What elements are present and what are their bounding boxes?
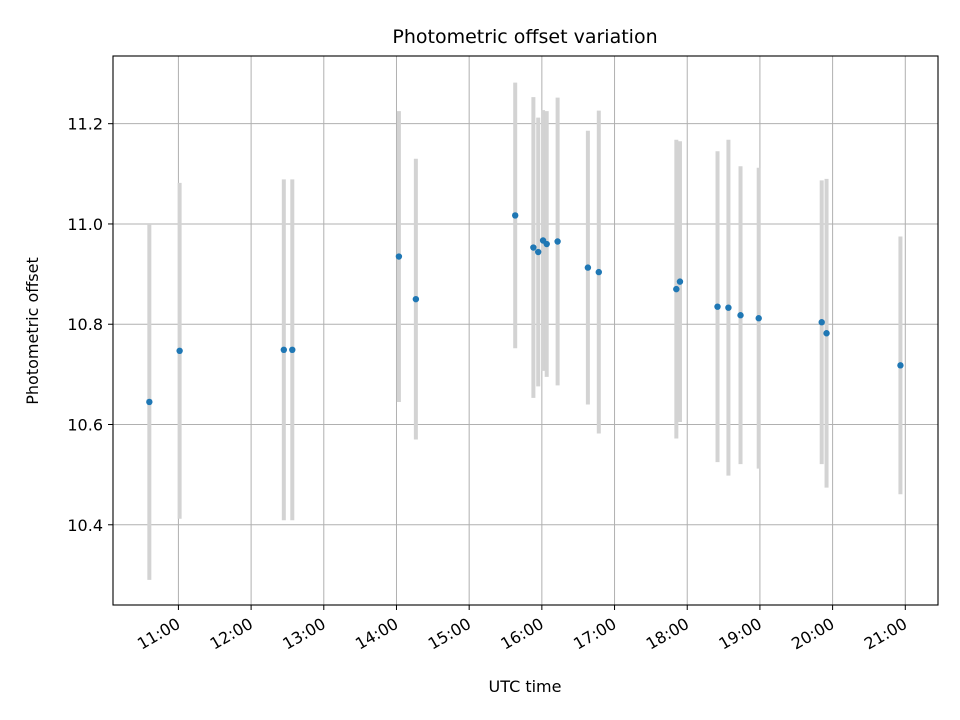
data-points (146, 212, 904, 406)
data-point (595, 268, 602, 276)
y-axis-ticks: 10.4 10.6 10.8 11.0 11.2 (67, 115, 113, 535)
data-point (897, 362, 904, 369)
data-point (676, 278, 684, 285)
x-axis-title: UTC time (489, 677, 562, 696)
data-point (412, 295, 420, 303)
data-point (289, 346, 296, 354)
data-point (673, 285, 680, 293)
data-point (725, 304, 732, 311)
plot-frame (112, 55, 939, 606)
y-tick-label: 10.6 (67, 416, 103, 435)
chart-title: Photometric offset variation (392, 26, 657, 48)
y-tick-label: 10.8 (67, 315, 103, 334)
data-point (535, 248, 542, 256)
data-point (395, 253, 403, 260)
y-tick-label: 10.4 (67, 516, 103, 535)
data-point (755, 315, 762, 322)
data-point (554, 238, 561, 245)
data-point (584, 264, 592, 271)
data-point (543, 240, 550, 248)
data-point (714, 303, 721, 310)
data-point (280, 346, 288, 354)
data-point (146, 398, 153, 406)
y-axis-title: Photometric offset (23, 257, 42, 405)
data-point (737, 312, 744, 319)
data-point (818, 319, 825, 326)
y-tick-label: 11.2 (67, 115, 103, 134)
data-point (823, 330, 830, 337)
data-point (512, 212, 519, 219)
data-point (176, 347, 183, 355)
data-point (530, 244, 537, 251)
y-tick-label: 11.0 (67, 215, 103, 234)
